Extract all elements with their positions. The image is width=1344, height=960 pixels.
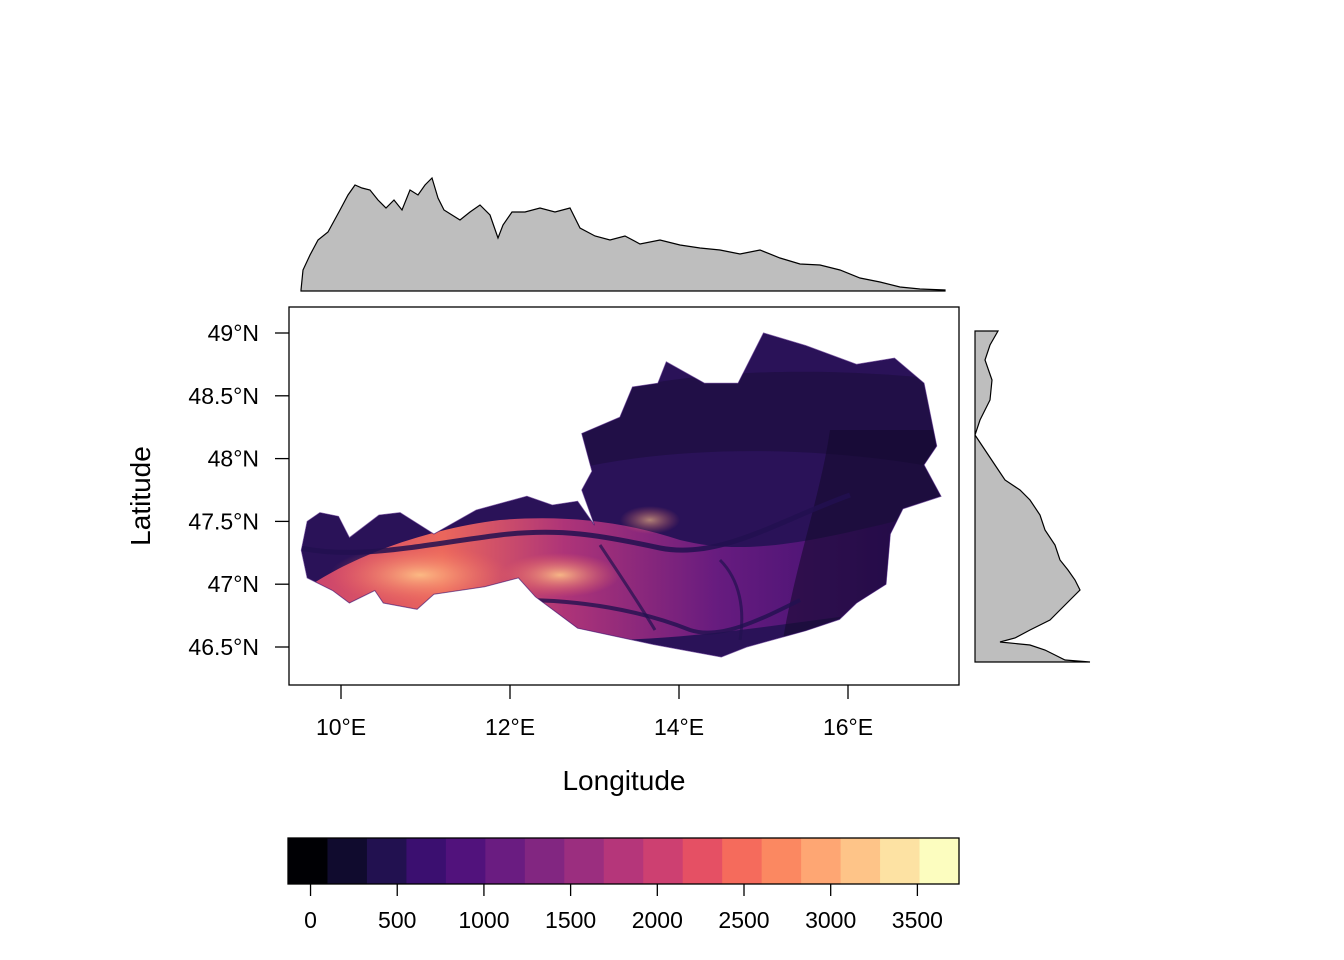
colorbar-swatch [920, 838, 960, 884]
colorbar-swatch [801, 838, 841, 884]
y-tick-label: 47°N [208, 571, 259, 597]
x-axis: 10°E 12°E 14°E 16°E [316, 685, 873, 740]
top-marginal-area [301, 178, 945, 291]
colorbar-swatch [762, 838, 802, 884]
colorbar-ticks: 0 500 1000 1500 2000 2500 3000 3500 [304, 884, 943, 933]
colorbar-swatch [406, 838, 446, 884]
colorbar-swatches [288, 838, 960, 884]
colorbar-swatch [564, 838, 604, 884]
colorbar-tick-label: 2500 [718, 907, 769, 933]
colorbar-swatch [327, 838, 367, 884]
colorbar-swatch [604, 838, 644, 884]
colorbar-swatch [643, 838, 683, 884]
colorbar-swatch [485, 838, 525, 884]
colorbar-swatch [525, 838, 565, 884]
y-tick-label: 47.5°N [188, 508, 259, 534]
colorbar-tick-label: 2000 [632, 907, 683, 933]
x-axis-title: Longitude [562, 765, 685, 796]
y-tick-label: 48°N [208, 446, 259, 472]
colorbar: 0 500 1000 1500 2000 2500 3000 3500 [288, 838, 960, 933]
colorbar-tick-label: 0 [304, 907, 317, 933]
y-tick-label: 46.5°N [188, 634, 259, 660]
colorbar-tick-label: 3500 [892, 907, 943, 933]
colorbar-tick-label: 500 [378, 907, 416, 933]
colorbar-swatch [446, 838, 486, 884]
colorbar-swatch [683, 838, 723, 884]
colorbar-tick-label: 3000 [805, 907, 856, 933]
x-tick-label: 16°E [823, 714, 873, 740]
hohe-tauern-peaks [500, 553, 620, 597]
colorbar-swatch [367, 838, 407, 884]
colorbar-tick-label: 1500 [545, 907, 596, 933]
y-tick-label: 48.5°N [188, 383, 259, 409]
x-tick-label: 12°E [485, 714, 535, 740]
x-tick-label: 10°E [316, 714, 366, 740]
map-panel: 10°E 12°E 14°E 16°E 46.5°N 47°N 47.5°N 48°N 48.… [125, 307, 959, 796]
y-axis: 46.5°N 47°N 47.5°N 48°N 48.5°N 49°N [188, 320, 289, 660]
right-marginal-profile [975, 331, 1090, 662]
colorbar-swatch [288, 838, 328, 884]
y-tick-label: 49°N [208, 320, 259, 346]
x-tick-label: 14°E [654, 714, 704, 740]
y-axis-title: Latitude [125, 446, 156, 546]
colorbar-swatch [722, 838, 762, 884]
dachstein-peaks [620, 506, 680, 534]
top-marginal-profile [301, 178, 945, 291]
elevation-raster [290, 333, 950, 660]
colorbar-tick-label: 1000 [458, 907, 509, 933]
colorbar-swatch [880, 838, 920, 884]
right-marginal-area [975, 331, 1090, 662]
colorbar-swatch [841, 838, 881, 884]
